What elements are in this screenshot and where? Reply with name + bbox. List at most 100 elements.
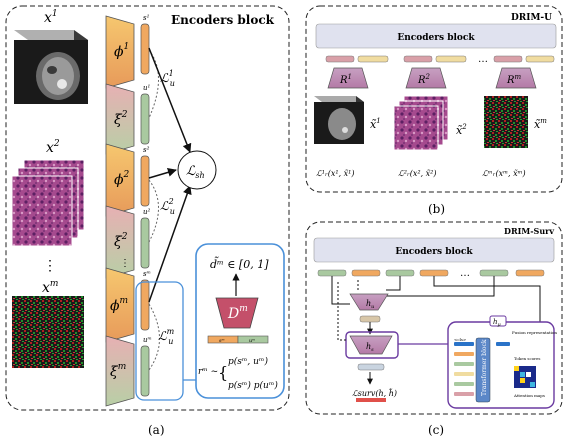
token-scores-label: Token scores <box>514 356 540 361</box>
svg-text:Dm: Dm <box>227 304 248 322</box>
input-xm-label: xm <box>42 279 58 296</box>
mri-volume-image <box>14 30 88 104</box>
feature-u1 <box>140 93 150 145</box>
svg-text:R2: R2 <box>417 73 431 86</box>
svg-text:ξ2: ξ2 <box>114 232 128 250</box>
panel-b-encoders-label: Encoders block <box>397 33 475 43</box>
feature-um <box>140 345 150 397</box>
fusion-token <box>496 342 510 346</box>
concat-u-label: uᵐ <box>249 338 255 344</box>
input-x1-label: x1 <box>44 9 58 26</box>
survival-output-bar <box>356 398 386 402</box>
encoder-xi2: ξ2 <box>105 205 135 279</box>
loss-u2-label: ℒ2 u <box>160 197 175 216</box>
token-2 <box>454 362 474 366</box>
wire-s1-hs <box>337 282 348 341</box>
transformer-block-label: Transformer block <box>481 339 488 396</box>
panel-b-ellipsis: … <box>478 54 488 65</box>
svg-text:ϕm: ϕm <box>110 296 128 314</box>
panel-b-feature-2a <box>403 55 433 63</box>
token-cls <box>454 342 474 346</box>
discriminator-network: Dm <box>215 297 259 329</box>
feature-s1-label: s¹ <box>143 14 150 22</box>
hs-highlight <box>345 331 399 359</box>
panel-c-feature-s2 <box>419 269 449 277</box>
panel-c-border <box>305 221 563 415</box>
feature-sm <box>140 279 150 331</box>
feature-u2-label: u² <box>143 208 151 216</box>
panel-c-feature-um <box>479 269 509 277</box>
token-3 <box>454 372 474 376</box>
feature-u2 <box>140 217 150 269</box>
loss-um-connector <box>148 303 160 371</box>
token-5 <box>454 392 474 396</box>
panel-c-feature-u1 <box>317 269 347 277</box>
svg-text:R1: R1 <box>339 73 352 86</box>
recon-loss-2: ℒ²ᵣ(x², x̃²) <box>398 169 437 178</box>
transformer-block <box>475 337 491 403</box>
encoder-phi2: ϕ2 <box>105 143 135 217</box>
encoder-phi1: ϕ1 <box>105 15 135 89</box>
panel-a-title: Encoders block <box>171 13 275 27</box>
loss-u1-label: ℒ1 u <box>160 69 175 88</box>
panel-c-feature-sm <box>515 269 545 277</box>
feature-u1-label: u¹ <box>143 84 151 92</box>
caption-c: (c) <box>428 423 444 437</box>
panel-c-encoders-block <box>313 237 555 263</box>
feature-um-label: uᵐ <box>143 336 152 344</box>
cases-brace: { <box>218 363 228 382</box>
panel-c-title: DRIM-Surv <box>504 226 554 236</box>
wire-u1-hu <box>331 276 350 305</box>
hs-output <box>357 363 385 371</box>
shared-loss-label: ℒsh <box>186 164 205 180</box>
decoder-rm: Rm <box>495 67 537 89</box>
panel-b-feature-mb <box>525 55 555 63</box>
wire-u2-hu <box>386 276 401 291</box>
panel-c-ellipsis: … <box>460 268 470 279</box>
feature-s1 <box>140 23 150 75</box>
feature-sm-label: sᵐ <box>143 270 151 278</box>
wire-um-hu <box>386 276 495 297</box>
panel-b-feature-ma <box>493 55 523 63</box>
discriminator-output-label: d̃ᵐ ∈ [0, 1] <box>210 257 269 271</box>
panel-b-border <box>305 5 563 193</box>
attention-maps-label: Attention maps <box>513 393 545 398</box>
svg-text:Rm: Rm <box>506 73 522 86</box>
decoder-r1: R1 <box>327 67 369 89</box>
panel-c-encoders-label: Encoders block <box>395 247 473 257</box>
hmu-label: hμ <box>493 318 501 328</box>
arrow-sm-to-lsh <box>148 185 192 303</box>
recon-rna-heatmap <box>484 96 528 148</box>
decoder-r2: R2 <box>405 67 447 89</box>
svg-text:hs: hs <box>366 342 374 353</box>
histology-image-stack <box>11 159 85 247</box>
encoder-ellipsis: ⋮ <box>120 258 130 269</box>
fusion-hs: hs <box>349 335 393 355</box>
concat-s-label: sᵐ <box>219 338 225 344</box>
fusion-representation-label: Fusion representation <box>512 330 557 335</box>
recon-xm-label: x̃m <box>534 117 547 131</box>
discriminator-box <box>195 243 285 399</box>
feature-s2-label: s² <box>143 146 150 154</box>
encoder-xim: ξm <box>105 335 135 407</box>
token-1 <box>454 352 474 356</box>
svg-text:ϕ1: ϕ1 <box>114 42 129 60</box>
hu-output <box>359 315 381 323</box>
panel-c-feature-s1 <box>351 269 381 277</box>
attention-map <box>514 366 536 388</box>
joint-distribution-label: p(sᵐ, uᵐ) <box>228 356 268 367</box>
product-distribution-label: p(sᵐ) p(uᵐ) <box>228 380 278 391</box>
recon-x2-label: x̃2 <box>456 123 467 137</box>
shared-loss-node <box>177 150 217 190</box>
caption-a: (a) <box>148 423 165 437</box>
panel-b-feature-2b <box>435 55 467 63</box>
panel-b-feature-1b <box>357 55 389 63</box>
hmu-tag <box>489 315 507 327</box>
panel-c-feature-u2 <box>385 269 415 277</box>
encoder-phim: ϕm <box>105 267 135 343</box>
arrow-s2-to-lsh <box>148 167 177 179</box>
survival-loss-label: ℒsurv(h, h̃) <box>352 389 397 398</box>
panel-b-title: DRIM-U <box>511 13 552 23</box>
encoder-xi1: ξ2 <box>105 83 135 155</box>
